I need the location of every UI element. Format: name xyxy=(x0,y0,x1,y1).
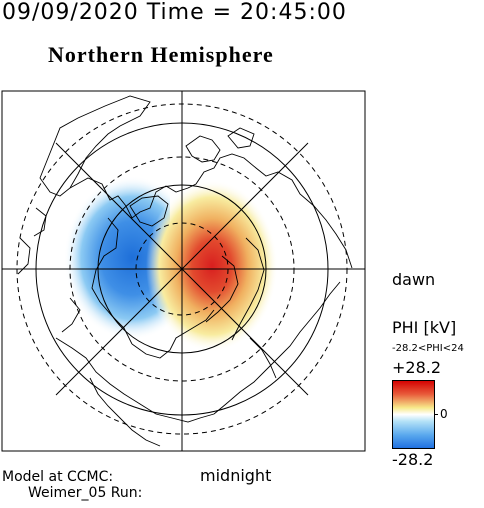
colorbar-range: -28.2<PHI<24 xyxy=(392,344,464,354)
colorbar-title: PHI [kV] xyxy=(392,318,457,337)
colorbar-max-label: +28.2 xyxy=(392,358,442,377)
meridian-lines xyxy=(2,91,365,451)
credit-line-1: Model at CCMC: xyxy=(2,469,114,485)
polar-map xyxy=(1,90,366,452)
credit-line-2: Weimer_05 Run: xyxy=(28,485,143,501)
coastlines xyxy=(17,95,353,447)
colorbar-min-label: -28.2 xyxy=(392,450,434,469)
hemisphere-title: Northern Hemisphere xyxy=(48,42,274,67)
dawn-label: dawn xyxy=(392,270,436,289)
colorbar-zero-label: 0 xyxy=(440,407,448,421)
timestamp: 09/09/2020 Time = 20:45:00 xyxy=(2,0,347,25)
positive-cell xyxy=(146,180,278,352)
colorbar xyxy=(392,380,438,449)
midnight-label: midnight xyxy=(200,466,272,485)
